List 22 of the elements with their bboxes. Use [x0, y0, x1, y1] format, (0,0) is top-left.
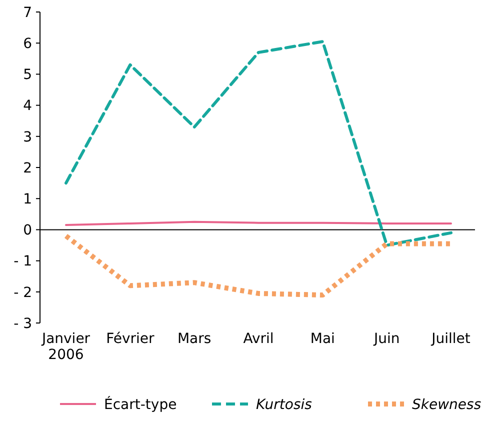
- y-tick-label: 3: [23, 129, 32, 146]
- x-tick-label: Janvier 2006: [40, 331, 90, 363]
- x-tick-label: Mai: [310, 331, 335, 347]
- y-tick-label: - 3: [14, 316, 32, 332]
- y-tick-label: 0: [23, 222, 32, 239]
- legend-label: Kurtosis: [256, 397, 312, 413]
- x-tick-label: Mars: [177, 331, 212, 347]
- x-tick-label: Avril: [243, 331, 274, 347]
- y-tick-label: 1: [23, 192, 32, 208]
- y-tick-label: 4: [23, 98, 32, 114]
- y-tick-label: - 2: [14, 284, 32, 301]
- y-tick-label: 6: [23, 36, 32, 52]
- y-tick-label: 5: [23, 67, 32, 84]
- legend-label: Écart-type: [104, 396, 177, 413]
- y-tick-label: 2: [23, 160, 32, 176]
- x-tick-label: Juin: [372, 331, 400, 347]
- x-tick-label: Juillet: [430, 331, 471, 347]
- line-series: [64, 40, 452, 247]
- y-tick-label: 7: [23, 4, 32, 21]
- x-tick-label: Février: [106, 331, 155, 347]
- y-tick-label: - 1: [14, 254, 32, 270]
- legend-label: Skewness: [412, 397, 482, 413]
